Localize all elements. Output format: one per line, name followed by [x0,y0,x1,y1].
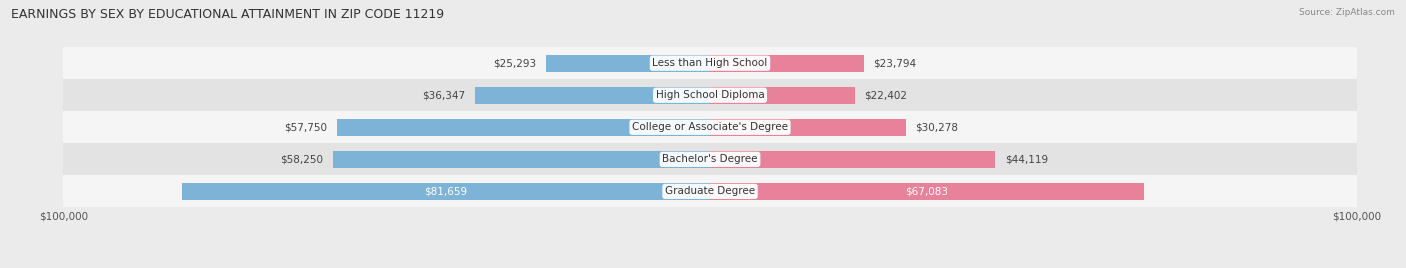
Text: Graduate Degree: Graduate Degree [665,187,755,196]
Text: $44,119: $44,119 [1005,154,1049,164]
Bar [710,183,1144,200]
Bar [710,55,863,72]
Bar [181,183,710,200]
Bar [710,151,995,168]
Text: $36,347: $36,347 [422,90,465,100]
Bar [63,79,1357,111]
Text: College or Associate's Degree: College or Associate's Degree [633,122,787,132]
Bar [63,47,1357,79]
Bar [547,55,710,72]
Text: $25,293: $25,293 [494,58,537,68]
Bar [63,175,1357,207]
Text: Source: ZipAtlas.com: Source: ZipAtlas.com [1299,8,1395,17]
Text: Bachelor's Degree: Bachelor's Degree [662,154,758,164]
Text: $67,083: $67,083 [905,187,949,196]
Bar [475,87,710,103]
Text: Less than High School: Less than High School [652,58,768,68]
Bar [63,111,1357,143]
Bar [63,143,1357,175]
Text: $81,659: $81,659 [425,187,468,196]
Text: $58,250: $58,250 [281,154,323,164]
Bar [336,119,710,136]
Text: High School Diploma: High School Diploma [655,90,765,100]
Text: $30,278: $30,278 [915,122,959,132]
Bar [333,151,710,168]
Bar [710,119,905,136]
Text: $22,402: $22,402 [865,90,908,100]
Text: $57,750: $57,750 [284,122,326,132]
Text: $23,794: $23,794 [873,58,917,68]
Bar [710,87,855,103]
Text: EARNINGS BY SEX BY EDUCATIONAL ATTAINMENT IN ZIP CODE 11219: EARNINGS BY SEX BY EDUCATIONAL ATTAINMEN… [11,8,444,21]
